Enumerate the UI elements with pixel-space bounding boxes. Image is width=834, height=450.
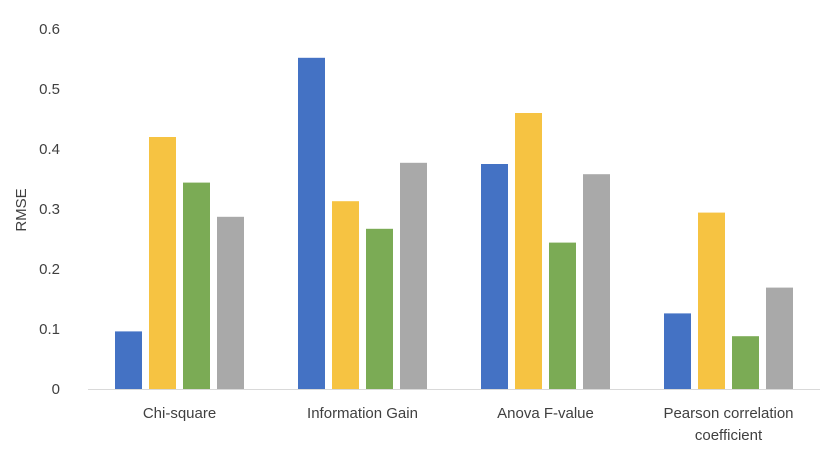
x-category-label: Chi-square: [143, 405, 216, 422]
bar: [332, 201, 359, 389]
bar: [298, 57, 325, 390]
y-tick-label: 0.4: [39, 141, 60, 158]
bar: [549, 242, 576, 389]
bar: [115, 331, 142, 389]
bars: [115, 57, 793, 390]
bar: [515, 113, 542, 389]
y-tick-label: 0.3: [39, 201, 60, 218]
bar: [217, 216, 244, 389]
y-axis-title: RMSE: [13, 188, 30, 231]
x-category-label: Anova F-value: [497, 405, 594, 422]
bar: [366, 228, 393, 389]
bar: [664, 313, 691, 389]
y-tick-label: 0: [52, 381, 60, 398]
bar: [732, 336, 759, 389]
x-category-label: Pearson correlation: [663, 405, 793, 422]
bar: [400, 162, 427, 389]
bar: [583, 174, 610, 389]
x-category-label: Information Gain: [307, 405, 418, 422]
bar: [698, 212, 725, 389]
y-tick-label: 0.5: [39, 81, 60, 98]
y-axis-label: RMSE: [13, 188, 30, 231]
y-tick-label: 0.1: [39, 321, 60, 338]
bar: [149, 137, 176, 389]
y-tick-label: 0.2: [39, 261, 60, 278]
bar: [481, 164, 508, 389]
bar: [183, 182, 210, 389]
x-category-label: coefficient: [695, 427, 763, 444]
bar: [766, 287, 793, 389]
y-tick-label: 0.6: [39, 21, 60, 38]
y-axis-ticks: 0 0.1 0.2 0.3 0.4 0.5 0.6: [39, 21, 60, 398]
x-axis-category-labels: Chi-square Information Gain Anova F-value P…: [143, 405, 794, 444]
